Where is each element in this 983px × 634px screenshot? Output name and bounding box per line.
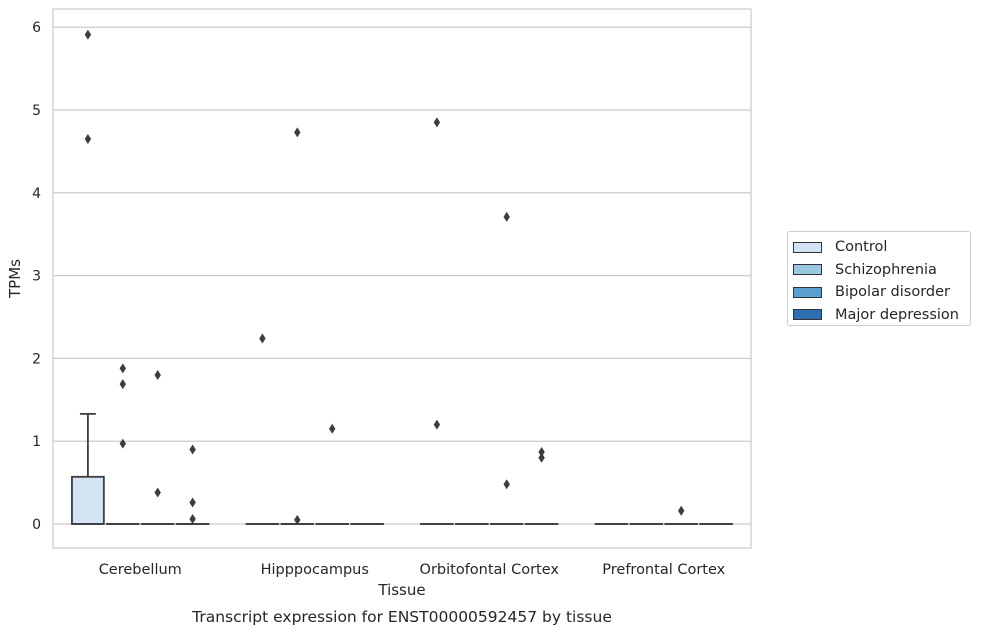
x-axis-label: Tissue: [377, 581, 425, 599]
y-axis-label: TPMs: [6, 259, 24, 299]
box-marks: [71, 29, 733, 525]
outlier-point: [433, 117, 441, 128]
legend-label: Major depression: [835, 306, 959, 323]
x-tick-labels: Cerebellum Hipppocampus Orbitofontal Corte…: [99, 562, 726, 578]
legend-item-control: Control: [793, 236, 970, 259]
outlier-point: [154, 487, 161, 498]
y-tick-label: 4: [32, 186, 41, 202]
legend-label: Control: [835, 239, 888, 256]
outlier-point: [678, 505, 685, 516]
x-tick-label: Prefrontal Cortex: [602, 562, 725, 578]
outlier-point: [294, 127, 301, 138]
y-gridlines: [53, 26, 751, 525]
legend-swatch: [793, 286, 822, 298]
legend-item-major-depression: Major depression: [793, 304, 970, 327]
legend-label: Schizophrenia: [835, 261, 937, 278]
legend-item-bipolar-disorder: Bipolar disorder: [793, 281, 970, 304]
legend-swatch: [793, 309, 822, 321]
outlier-point: [119, 379, 126, 390]
y-tick-label: 5: [32, 103, 41, 119]
outlier-point: [294, 514, 301, 525]
outlier-point: [154, 369, 161, 380]
legend-swatch: [793, 264, 822, 276]
outlier-point: [119, 363, 126, 374]
plot-frame: [52, 8, 752, 549]
outlier-point: [538, 452, 545, 463]
y-tick-label: 2: [32, 351, 41, 367]
outlier-point: [189, 514, 196, 525]
chart-title: Transcript expression for ENST0000059245…: [191, 608, 612, 626]
x-tick-label: Cerebellum: [99, 562, 182, 578]
legend: Control Schizophrenia Bipolar disorder M…: [787, 231, 971, 326]
x-tick-label: Hipppocampus: [261, 562, 369, 578]
legend-label: Bipolar disorder: [835, 284, 950, 301]
outlier-point: [84, 133, 92, 144]
x-tick-label: Orbitofontal Cortex: [420, 562, 560, 578]
outlier-point: [329, 423, 336, 434]
y-tick-label: 3: [32, 269, 41, 285]
y-tick-labels: 0 1 2 3 4 5 6: [32, 20, 41, 533]
outlier-point: [84, 29, 92, 40]
legend-swatch: [793, 241, 822, 253]
y-tick-label: 1: [32, 434, 41, 450]
outlier-point: [119, 438, 126, 449]
outlier-point: [433, 419, 441, 430]
outlier-point: [503, 211, 510, 222]
outlier-point: [189, 444, 196, 455]
outlier-point: [259, 333, 266, 344]
y-tick-label: 6: [32, 20, 41, 36]
y-tick-label: 0: [32, 517, 41, 533]
outlier-point: [503, 479, 510, 490]
outlier-point: [189, 497, 196, 508]
outlier-point: [538, 446, 545, 457]
legend-item-schizophrenia: Schizophrenia: [793, 259, 970, 282]
box-rect: [71, 475, 105, 525]
